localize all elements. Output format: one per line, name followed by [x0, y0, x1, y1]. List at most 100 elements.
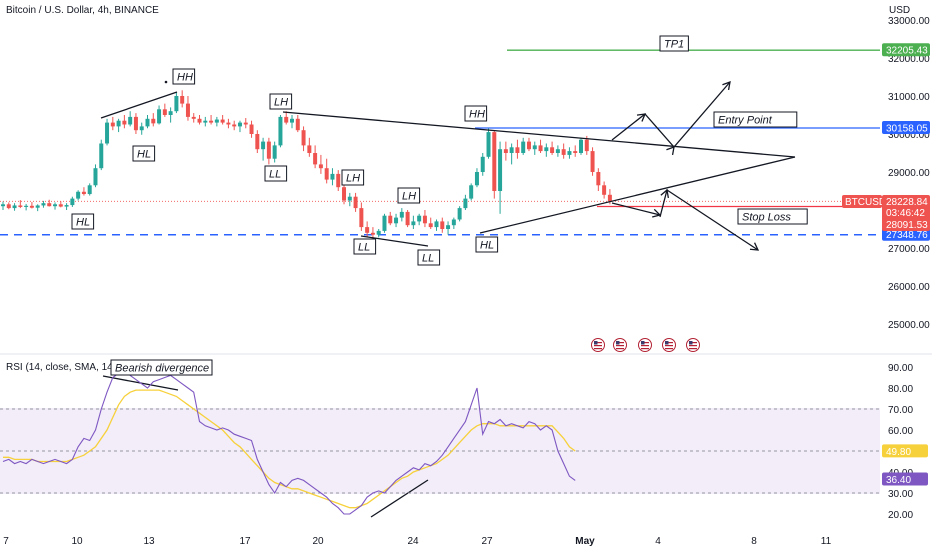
- rsi-value-badge: 36.40: [882, 472, 928, 486]
- candle-body: [81, 191, 86, 195]
- candle-body: [76, 191, 81, 199]
- arrowhead-stroke: [722, 80, 731, 91]
- arrowhead-stroke: [660, 188, 670, 199]
- candle-body: [457, 208, 462, 220]
- candle-body: [324, 168, 329, 180]
- flag-stripe: [689, 348, 697, 350]
- candle-body: [151, 118, 156, 124]
- candle-body: [157, 109, 162, 124]
- rsi-tick-label: 60.00: [888, 426, 913, 437]
- candle-body: [6, 204, 11, 209]
- arrowhead: [749, 242, 760, 251]
- stop-loss-price-text: 28091.53: [886, 220, 928, 231]
- flag-stripe: [616, 342, 624, 344]
- us-flag-event-icon[interactable]: [613, 338, 627, 352]
- rsi-tick-label: 30.00: [888, 489, 913, 500]
- candle-body: [347, 196, 352, 201]
- candle-body: [284, 116, 289, 123]
- candle-body: [538, 145, 543, 152]
- price-tick-label: 27000.00: [888, 244, 930, 255]
- candle-body: [607, 194, 612, 202]
- flag-stripe: [616, 348, 624, 350]
- us-flag-event-icon[interactable]: [591, 338, 605, 352]
- label-text: HH: [177, 72, 193, 84]
- label-box: [659, 35, 689, 52]
- candle-body: [515, 147, 520, 153]
- pattern-label: HL: [132, 145, 156, 162]
- candle-body: [301, 130, 306, 146]
- candle-body: [278, 116, 283, 146]
- badge-bg: [882, 120, 930, 134]
- candle-body: [185, 103, 190, 117]
- candle-body: [567, 151, 572, 155]
- candle-body: [145, 118, 150, 127]
- rsi-tick-label: 20.00: [888, 510, 913, 521]
- label-text: Stop Loss: [742, 212, 791, 224]
- candle-body: [596, 172, 601, 186]
- price-tick-label: 26000.00: [888, 282, 930, 293]
- us-flag-event-icon[interactable]: [638, 338, 652, 352]
- candle-body: [168, 111, 173, 115]
- pattern-label: HL: [475, 236, 499, 253]
- candle-body: [237, 122, 242, 127]
- candle-body: [417, 215, 422, 222]
- candle-body: [128, 116, 133, 125]
- candle-body: [550, 147, 555, 153]
- trend-line: [360, 235, 429, 247]
- label-text: LH: [346, 173, 360, 185]
- candle-body: [446, 225, 451, 229]
- flag-stripe: [616, 345, 624, 347]
- candle-body: [370, 232, 375, 235]
- flag-canton: [594, 341, 598, 345]
- candle-body: [29, 205, 34, 208]
- currency-label: USD: [889, 5, 910, 16]
- candle-body: [105, 122, 110, 144]
- candle-body: [509, 147, 514, 153]
- label-text: LH: [274, 97, 288, 109]
- candle-body: [376, 230, 381, 235]
- projection-arrow: [611, 81, 731, 148]
- candle-body: [463, 198, 468, 209]
- candle-body: [544, 147, 549, 152]
- candles-group: [1, 90, 612, 239]
- candle-body: [272, 145, 277, 159]
- candle-body: [307, 145, 312, 153]
- rsi-lines: [2, 370, 576, 515]
- badge-text: 27348.76: [886, 230, 928, 241]
- candle-body: [353, 196, 358, 209]
- us-flag-event-icon[interactable]: [662, 338, 676, 352]
- price-tick-label: 30000.00: [888, 130, 930, 141]
- candle-body: [469, 185, 474, 199]
- label-text: LH: [402, 191, 416, 203]
- label-text: Bearish divergence: [115, 363, 209, 375]
- projection-arrow: [611, 202, 661, 216]
- price-pane[interactable]: [0, 0, 880, 352]
- flag-stripe: [594, 342, 602, 344]
- label-box: [341, 169, 365, 186]
- candle-body: [116, 120, 121, 127]
- trend-line: [479, 156, 796, 234]
- candle-body: [203, 120, 208, 123]
- pattern-label: LH: [397, 187, 421, 204]
- flag-stripe: [641, 348, 649, 350]
- candle-body: [93, 168, 98, 186]
- candle-body: [295, 118, 300, 131]
- candle-body: [342, 187, 347, 201]
- flag-canton: [665, 341, 669, 345]
- candle-body: [266, 141, 271, 159]
- badge-text: 49.80: [886, 447, 911, 458]
- arrowhead: [666, 145, 675, 156]
- candle-body: [498, 149, 503, 191]
- countdown-text: 03:46:42: [886, 208, 925, 219]
- candle-body: [139, 126, 144, 131]
- candle-body: [35, 205, 40, 208]
- price-tick-label: 25000.00: [888, 320, 930, 331]
- symbol-badge-text: BTCUSD: [845, 197, 886, 208]
- price-tick-label: 33000.00: [888, 16, 930, 27]
- us-flag-event-icon[interactable]: [686, 338, 700, 352]
- badge-bg: [882, 444, 928, 458]
- trend-line: [282, 111, 796, 158]
- economic-events[interactable]: [591, 338, 700, 352]
